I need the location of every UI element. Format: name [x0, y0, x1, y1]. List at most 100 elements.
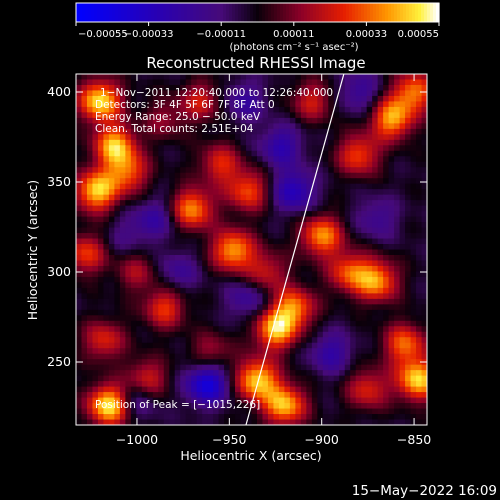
heatmap-cell	[158, 392, 165, 399]
heatmap-cell	[169, 342, 176, 349]
heatmap-cell	[273, 320, 280, 327]
heatmap-cell	[224, 189, 231, 196]
heatmap-cell	[147, 90, 154, 97]
heatmap-cell	[267, 375, 275, 382]
heatmap-cell	[152, 282, 159, 289]
heatmap-cell	[267, 265, 275, 273]
heatmap-cell	[394, 331, 401, 338]
heatmap-cell	[355, 101, 362, 108]
heatmap-cell	[141, 244, 148, 251]
heatmap-cell	[136, 150, 143, 157]
heatmap-cell	[103, 79, 110, 86]
heatmap-cell	[229, 139, 236, 146]
heatmap-cell	[322, 381, 329, 388]
heatmap-cell	[213, 304, 220, 311]
colorbar-cell	[436, 3, 440, 22]
heatmap-cell	[361, 298, 368, 305]
heatmap-cell	[383, 117, 390, 124]
heatmap-cell	[92, 342, 99, 349]
heatmap-cell	[136, 216, 143, 223]
heatmap-cell	[322, 123, 329, 130]
heatmap-cell	[295, 320, 302, 327]
heatmap-cell	[311, 216, 318, 223]
heatmap-cell	[185, 90, 192, 97]
heatmap-cell	[108, 145, 115, 152]
heatmap-cell	[235, 414, 242, 421]
heatmap-cell	[399, 112, 406, 119]
heatmap-cell	[81, 348, 88, 355]
heatmap-cell	[399, 403, 406, 410]
heatmap-cell	[136, 74, 143, 81]
heatmap-cell	[394, 392, 401, 399]
heatmap-cell	[130, 95, 137, 103]
heatmap-cell	[328, 200, 335, 207]
heatmap-cell	[344, 145, 351, 152]
heatmap-cell	[361, 216, 368, 223]
heatmap-cell	[344, 309, 351, 316]
heatmap-cell	[339, 249, 346, 256]
heatmap-cell	[333, 287, 340, 294]
heatmap-cell	[416, 101, 423, 108]
heatmap-cell	[152, 320, 159, 327]
heatmap-cell	[97, 233, 105, 240]
heatmap-cell	[405, 101, 412, 108]
heatmap-cell	[240, 156, 247, 163]
heatmap-cell	[163, 112, 170, 119]
heatmap-cell	[383, 95, 390, 103]
heatmap-cell	[295, 238, 302, 245]
heatmap-cell	[114, 211, 121, 218]
heatmap-cell	[180, 183, 187, 190]
heatmap-cell	[416, 150, 423, 157]
heatmap-cell	[169, 419, 176, 425]
heatmap-cell	[267, 364, 275, 371]
heatmap-cell	[355, 84, 362, 92]
heatmap-cell	[267, 320, 275, 327]
heatmap-cell	[372, 392, 379, 399]
heatmap-cell	[202, 200, 209, 207]
heatmap-cell	[284, 112, 291, 119]
heatmap-cell	[416, 348, 423, 355]
heatmap-cell	[306, 293, 313, 300]
heatmap-cell	[350, 216, 357, 223]
heatmap-cell	[125, 172, 132, 179]
heatmap-cell	[158, 397, 165, 404]
heatmap-cell	[388, 216, 395, 223]
heatmap-cell	[322, 315, 329, 322]
heatmap-cell	[141, 112, 148, 119]
chart-title: Reconstructed RHESSI Image	[146, 54, 365, 72]
heatmap-cell	[108, 403, 115, 410]
heatmap-cell	[108, 200, 115, 207]
heatmap-cell	[246, 238, 253, 245]
heatmap-cell	[147, 414, 154, 421]
heatmap-cell	[366, 183, 373, 190]
heatmap-cell	[147, 304, 154, 311]
heatmap-cell	[119, 309, 126, 316]
colorbar-cell	[121, 3, 125, 22]
colorbar-cell	[265, 3, 269, 22]
heatmap-cell	[322, 161, 329, 168]
heatmap-cell	[317, 189, 324, 196]
heatmap-cell	[289, 74, 296, 81]
heatmap-cell	[125, 134, 132, 141]
heatmap-cell	[300, 156, 307, 163]
heatmap-cell	[317, 293, 324, 300]
heatmap-cell	[92, 397, 99, 404]
heatmap-cell	[399, 397, 406, 404]
heatmap-cell	[235, 364, 242, 371]
heatmap-cell	[136, 276, 143, 284]
heatmap-cell	[284, 200, 291, 207]
heatmap-cell	[108, 260, 115, 267]
heatmap-cell	[207, 145, 214, 152]
heatmap-cell	[410, 90, 417, 97]
heatmap-cell	[306, 128, 313, 135]
heatmap-cell	[421, 326, 427, 333]
heatmap-cell	[388, 309, 395, 316]
heatmap-cell	[136, 408, 143, 415]
heatmap-cell	[394, 134, 401, 141]
heatmap-cell	[196, 222, 203, 229]
heatmap-cell	[191, 172, 198, 179]
heatmap-cell	[207, 348, 214, 355]
heatmap-cell	[317, 95, 324, 103]
heatmap-cell	[213, 408, 220, 415]
heatmap-cell	[169, 293, 176, 300]
